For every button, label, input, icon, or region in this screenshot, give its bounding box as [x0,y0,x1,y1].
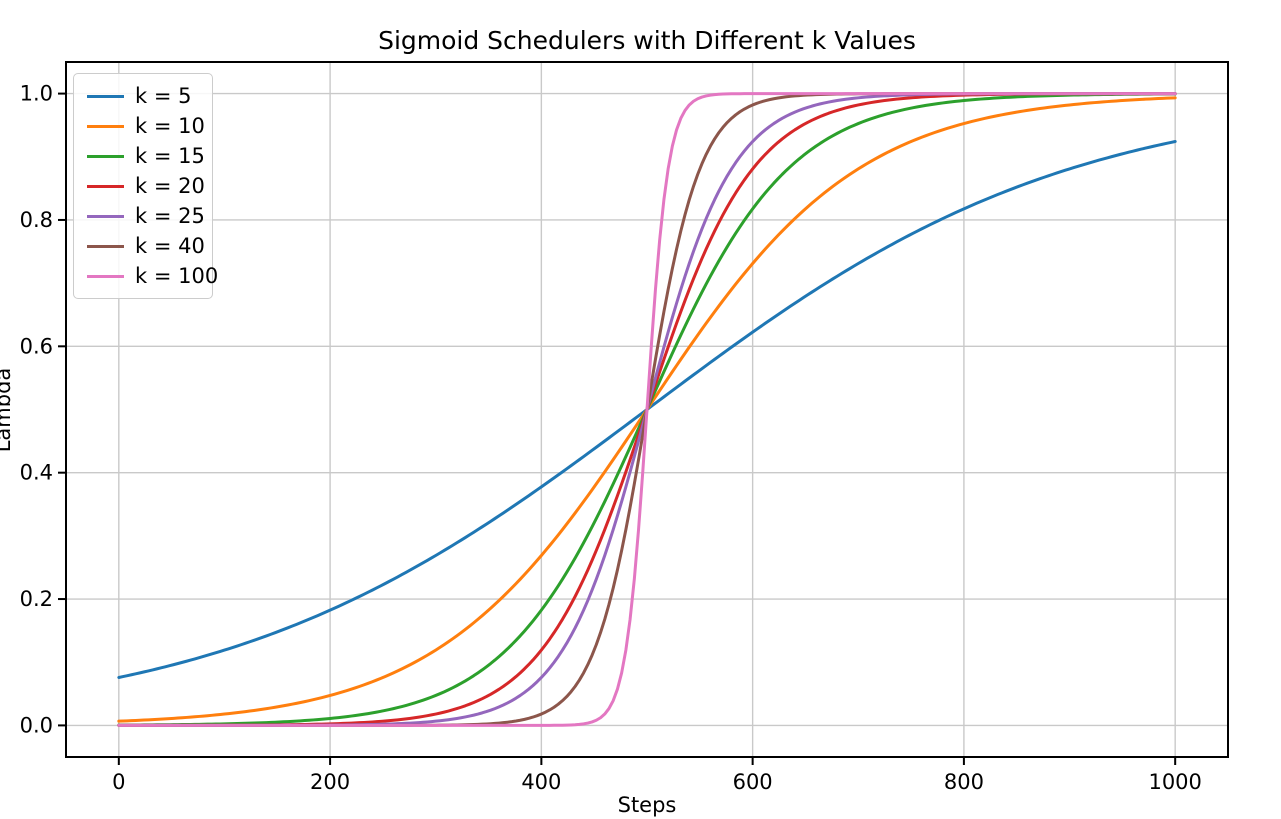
legend-line-swatch [87,154,124,158]
axes-frame [65,61,1229,758]
y-tick-label: 0.8 [20,208,53,232]
y-tick-label: 0.0 [20,713,53,737]
y-tick-label: 0.2 [20,587,53,611]
x-tick-label: 600 [733,770,773,794]
legend-label: k = 25 [135,203,205,228]
series-line-k100 [117,92,1177,727]
legend-label: k = 10 [135,113,205,138]
x-axis-label: Steps [617,793,677,817]
x-tick-label: 0 [112,770,125,794]
legend: k = 5 k = 10 k = 15 k = 20 k = 25 k = 40 k = 1… [73,73,218,299]
legend-line-swatch [87,124,124,128]
legend-line-swatch [87,94,124,98]
legend-label: k = 5 [135,83,192,108]
legend-line-swatch [87,214,124,218]
legend-item: k = 15 [87,141,205,171]
legend-line-swatch [87,184,124,188]
legend-item: k = 5 [87,81,202,111]
legend-item: k = 10 [87,111,205,141]
legend-item: k = 100 [87,261,218,291]
y-tick-label: 0.6 [20,334,53,358]
legend-line-swatch [87,244,124,248]
legend-label: k = 40 [135,233,205,258]
x-tick-label: 400 [521,770,561,794]
y-tick-label: 0.4 [20,461,53,485]
y-axis-label: Lambda [0,367,15,453]
legend-item: k = 20 [87,171,205,201]
x-tick-label: 200 [310,770,350,794]
x-tick-label: 1000 [1148,770,1201,794]
y-tick-label: 1.0 [20,82,53,106]
legend-label: k = 15 [135,143,205,168]
legend-item: k = 25 [87,201,205,231]
legend-item: k = 40 [87,231,205,261]
x-tick-label: 800 [944,770,984,794]
legend-label: k = 100 [135,263,219,288]
chart-title: Sigmoid Schedulers with Different k Valu… [378,26,916,55]
legend-line-swatch [87,274,124,278]
legend-label: k = 20 [135,173,205,198]
